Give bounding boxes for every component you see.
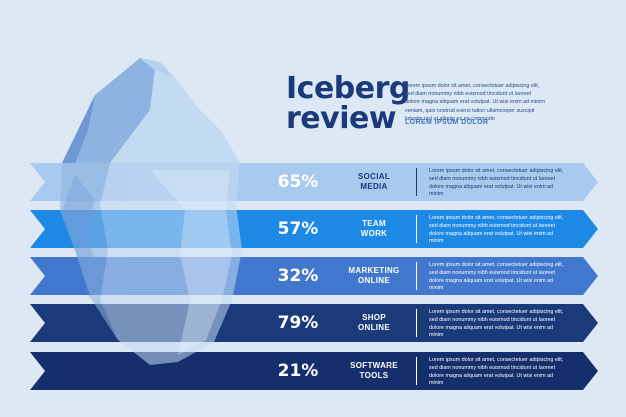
row-divider (416, 168, 417, 196)
row-percent: 21% (277, 361, 319, 381)
iceberg-top (62, 58, 240, 163)
row-label-line-1: SHOP (362, 313, 386, 322)
row-label-line-2: ONLINE (357, 276, 391, 285)
row-label: MARKETING ONLINE (342, 257, 406, 295)
intro-text: Lorem ipsum dolor sit amet, consectetuer… (405, 83, 545, 122)
row-label: SHOP ONLINE (342, 304, 406, 342)
row-label-line-1: SOFTWARE (350, 361, 398, 370)
row-percent: 79% (277, 313, 319, 333)
iceberg-underwater-facets (62, 170, 232, 355)
row-software-tools: 21% SOFTWARE TOOLS Lorem ipsum dolor sit … (0, 352, 626, 390)
title-line-2: review (286, 101, 397, 136)
row-percent: 32% (277, 266, 319, 286)
subtitle: LOREM IPSUM DOLOR (405, 119, 489, 126)
row-label-line-2: ONLINE (357, 323, 391, 332)
row-shop-online: 79% SHOP ONLINE Lorem ipsum dolor sit ame… (0, 304, 626, 342)
row-label-line-1: TEAM (362, 219, 386, 228)
row-divider (416, 262, 417, 290)
row-divider (416, 357, 417, 385)
row-label-line-2: WORK (360, 229, 388, 238)
row-percent: 65% (277, 172, 319, 192)
title-line-1: Iceberg (286, 71, 410, 106)
row-label: SOFTWARE TOOLS (342, 352, 406, 390)
row-description: Lorem ipsum dolor sit amet, consectetuer… (429, 168, 564, 198)
row-description: Lorem ipsum dolor sit amet, consectetuer… (429, 357, 564, 387)
row-label-line-1: MARKETING (348, 266, 400, 275)
page-title: Iceberg review (286, 74, 410, 134)
row-marketing-online: 32% MARKETING ONLINE Lorem ipsum dolor si… (0, 257, 626, 295)
row-description: Lorem ipsum dolor sit amet, consectetuer… (429, 309, 564, 339)
row-label-line-2: MEDIA (360, 182, 388, 191)
row-label-line-1: SOCIAL (357, 172, 391, 181)
row-label: TEAM WORK (342, 210, 406, 248)
row-description: Lorem ipsum dolor sit amet, consectetuer… (429, 262, 564, 292)
row-label: SOCIAL MEDIA (342, 163, 406, 201)
row-social-media: 65% SOCIAL MEDIA Lorem ipsum dolor sit am… (0, 163, 626, 201)
row-divider (416, 309, 417, 337)
row-description: Lorem ipsum dolor sit amet, consectetuer… (429, 215, 564, 245)
iceberg-underwater (60, 163, 242, 365)
row-divider (416, 215, 417, 243)
row-team-work: 57% TEAM WORK Lorem ipsum dolor sit amet,… (0, 210, 626, 248)
row-label-line-2: TOOLS (359, 371, 389, 380)
row-percent: 57% (277, 219, 319, 239)
